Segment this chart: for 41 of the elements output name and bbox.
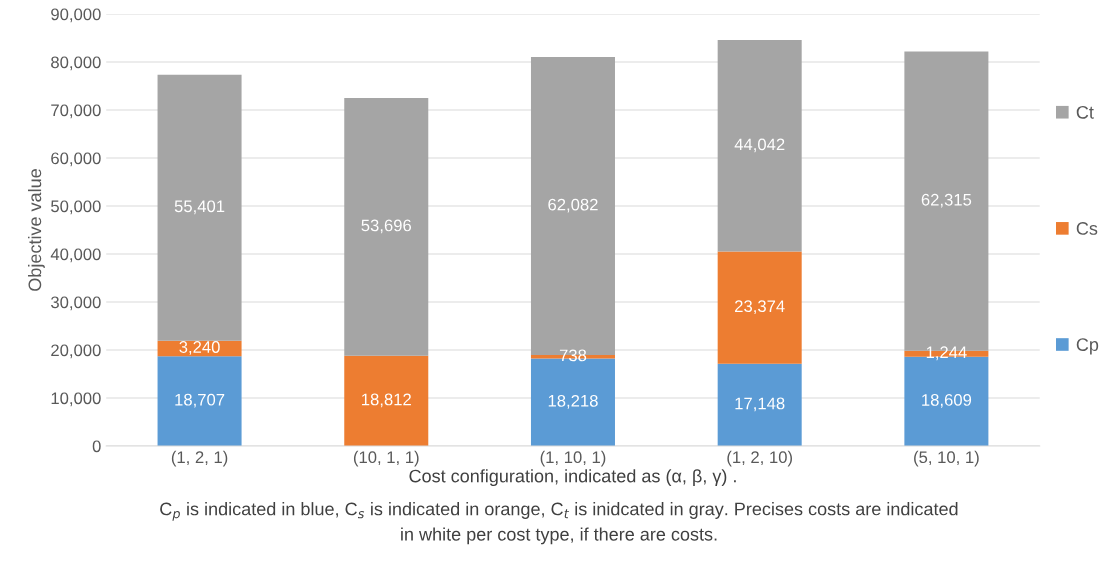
y-tick-label: 30,000 xyxy=(51,296,101,311)
y-tick-label: 20,000 xyxy=(51,344,101,359)
bar xyxy=(157,356,242,446)
data-label: 53,696 xyxy=(361,219,412,234)
data-label: 17,148 xyxy=(735,397,785,412)
x-tick-label: (1, 10, 1) xyxy=(540,450,606,467)
x-tick-label: (10, 1, 1) xyxy=(353,450,419,467)
y-tick-label: 80,000 xyxy=(51,56,101,71)
y-tick-label: 40,000 xyxy=(50,248,101,263)
x-axis-title: Cost configuration, indicated as (α, β, γ) . xyxy=(409,469,736,486)
data-label: 18,218 xyxy=(548,394,598,409)
bar xyxy=(717,251,802,364)
bar xyxy=(717,40,802,252)
data-label: 18,812 xyxy=(362,393,411,408)
bar xyxy=(344,355,429,446)
text: C$_{p}$ is indicated in blue, C$_{s}$ is indicated in orange, C$_{t}$ is inidcated in gray. Precises costs are indicated in white per cost type, if there are costs. xyxy=(160,502,958,545)
y-tick-label: 50,000 xyxy=(51,200,101,215)
legend-label: Cs xyxy=(1076,222,1098,235)
data-label: 23,374 xyxy=(735,300,785,315)
data-label: 62,082 xyxy=(548,198,598,213)
x-tick-label: (1, 2, 10) xyxy=(727,450,792,467)
data-label: 18,609 xyxy=(922,394,972,408)
data-label: 3,240 xyxy=(179,341,220,355)
data-label: 44,042 xyxy=(734,138,785,153)
data-label: 55,401 xyxy=(174,200,225,215)
legend-label: Cp xyxy=(1076,338,1099,355)
x-tick-label: (1, 2, 1) xyxy=(171,450,228,467)
y-tick-label: 90,000 xyxy=(51,8,101,23)
legend-label: Ct xyxy=(1076,105,1094,119)
y-tick-label: 0 xyxy=(92,440,101,453)
data-label: 18,707 xyxy=(175,393,225,408)
data-label: 62,315 xyxy=(921,193,972,208)
y-axis-title: Objective value xyxy=(27,169,45,291)
x-tick-label: (5, 10, 1) xyxy=(914,450,979,467)
bar xyxy=(157,74,242,341)
bar xyxy=(344,97,429,356)
y-tick-label: 60,000 xyxy=(51,152,101,167)
bar xyxy=(717,363,802,446)
y-tick-label: 10,000 xyxy=(51,392,101,407)
y-tick-label: 70,000 xyxy=(51,104,101,119)
data-label: 738 xyxy=(559,349,587,362)
